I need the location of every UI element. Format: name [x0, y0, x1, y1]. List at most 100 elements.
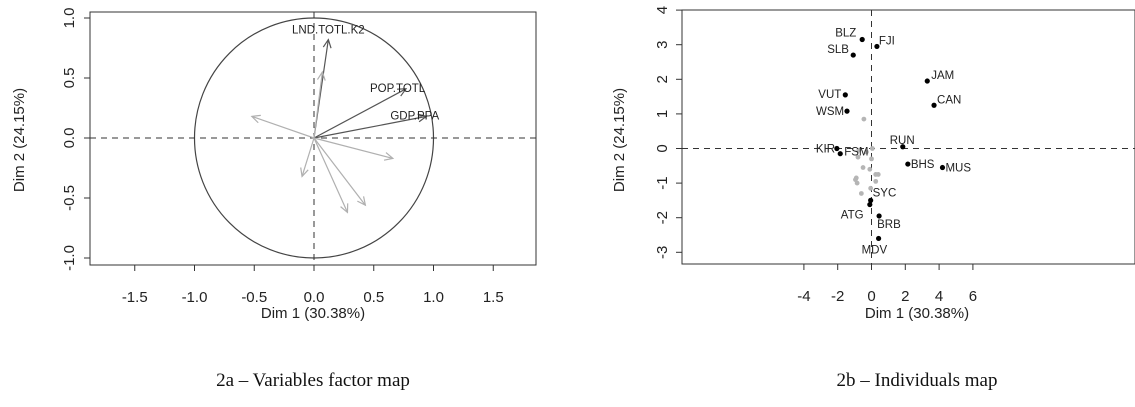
- individual-point: [867, 166, 873, 172]
- x-axis-title: Dim 1 (30.38%): [865, 305, 969, 322]
- y-tick-label: 1.0: [61, 8, 78, 29]
- x-tick-label: 4: [935, 288, 943, 305]
- x-tick-label: 1.5: [483, 289, 504, 306]
- individual-point: [875, 172, 881, 177]
- individual-point: [860, 165, 866, 170]
- individual-point: [875, 235, 882, 242]
- point-label: MDV: [862, 244, 888, 256]
- point-label: BRB: [877, 219, 901, 231]
- individual-point: [859, 36, 865, 43]
- figure-caption: 2b – Individuals map: [837, 370, 998, 391]
- individual-point: [869, 146, 875, 151]
- variables-factor-map: -1.5 -1.0 -0.5 0.0 0.5 1.0 1.5 -1.0 -0.5 0.0 0.5 1…: [11, 8, 537, 391]
- individual-point: [900, 144, 906, 150]
- x-tick-label: 6: [969, 288, 977, 305]
- arrow-head: [396, 88, 408, 97]
- y-tick-label: 1: [654, 110, 671, 118]
- point-label: WSM: [816, 106, 844, 118]
- x-tick-label: 2: [901, 288, 909, 305]
- y-tick-label: 0.5: [61, 68, 78, 89]
- arrow-head: [300, 167, 309, 178]
- figure-caption: 2a – Variables factor map: [216, 370, 410, 391]
- point-label: BHS: [911, 159, 935, 171]
- individual-point: [855, 154, 861, 160]
- y-tick-label: -2: [654, 211, 671, 224]
- x-tick-label: -4: [797, 288, 810, 305]
- point-label: MUS: [945, 163, 971, 175]
- individual-point: [869, 156, 874, 162]
- point-label: JAM: [931, 70, 954, 82]
- point-label: FSM: [844, 147, 868, 159]
- individual-point: [939, 164, 946, 171]
- y-tick-label: -1.0: [61, 245, 78, 271]
- individual-point: [931, 102, 937, 108]
- variable-arrow: [313, 115, 427, 139]
- individuals-map: -4 -2 0 2 4 6 -3 -2 -1 0 1 2 3 4 BLZ FJI SLB JAM VUT CAN W…: [611, 6, 1135, 391]
- individual-point: [873, 178, 879, 184]
- x-tick-label: -0.5: [241, 289, 267, 306]
- individual-point: [874, 43, 880, 50]
- individual-point: [858, 191, 864, 196]
- individual-point: [924, 78, 930, 84]
- individual-point: [844, 108, 850, 114]
- point-label: SYC: [873, 187, 897, 199]
- y-tick-label: -1: [654, 176, 671, 189]
- arrow-label: GDP.PPA: [390, 110, 439, 122]
- individual-point: [837, 151, 843, 157]
- point-label: VUT: [818, 89, 841, 101]
- arrow-label: LND.TOTL.K2: [292, 25, 365, 37]
- individual-point: [861, 116, 867, 122]
- x-tick-label: -1.5: [122, 289, 148, 306]
- arrow-head: [316, 70, 326, 81]
- point-label: FJI: [879, 35, 895, 47]
- point-label: BLZ: [835, 28, 856, 40]
- x-tick-label: 0: [867, 288, 875, 305]
- point-label: SLB: [827, 44, 849, 56]
- point-label: RUN: [890, 135, 915, 147]
- x-tick-label: 1.0: [423, 289, 444, 306]
- y-tick-label: 3: [654, 41, 671, 49]
- plot-frame: [681, 9, 1135, 265]
- x-axis-title: Dim 1 (30.38%): [261, 305, 365, 322]
- arrow-head: [340, 203, 349, 214]
- individual-point: [864, 149, 869, 155]
- individual-point: [867, 201, 873, 208]
- x-tick-label: -1.0: [182, 289, 208, 306]
- individual-point: [868, 197, 874, 203]
- individual-point: [842, 92, 848, 98]
- y-tick-label: -0.5: [61, 185, 78, 211]
- individual-point: [853, 177, 858, 183]
- variable-arrow: [301, 137, 315, 177]
- arrow-head: [417, 113, 428, 123]
- arrow-head: [383, 152, 395, 161]
- variable-arrow: [251, 115, 315, 139]
- x-tick-label: 0.5: [363, 289, 384, 306]
- x-tick-label: -2: [831, 288, 844, 305]
- y-tick-label: 0.0: [61, 128, 78, 149]
- y-tick-label: -3: [654, 246, 671, 259]
- arrow-head: [357, 196, 367, 207]
- point-label: ATG: [841, 210, 864, 222]
- individual-point: [856, 147, 862, 153]
- individual-point: [876, 213, 882, 219]
- individual-point: [905, 161, 911, 167]
- variable-arrow: [313, 88, 407, 139]
- individual-point: [868, 185, 874, 191]
- y-tick-label: 0: [654, 144, 671, 152]
- variable-arrow: [313, 71, 323, 139]
- y-axis-title: Dim 2 (24.15%): [611, 88, 628, 192]
- y-axis-title: Dim 2 (24.15%): [11, 88, 28, 192]
- arrow-label: POP.TOTL: [370, 83, 426, 95]
- variable-arrow: [313, 137, 349, 213]
- x-tick-label: 0.0: [304, 289, 325, 306]
- arrow-head: [322, 38, 332, 49]
- point-label: CAN: [937, 94, 961, 106]
- y-tick-label: 4: [654, 6, 671, 14]
- arrow-head: [250, 114, 261, 124]
- point-label: KIR: [816, 144, 835, 156]
- individual-point: [834, 145, 840, 152]
- variable-arrow: [313, 137, 366, 206]
- variable-arrow: [313, 137, 394, 159]
- individual-point: [850, 52, 856, 58]
